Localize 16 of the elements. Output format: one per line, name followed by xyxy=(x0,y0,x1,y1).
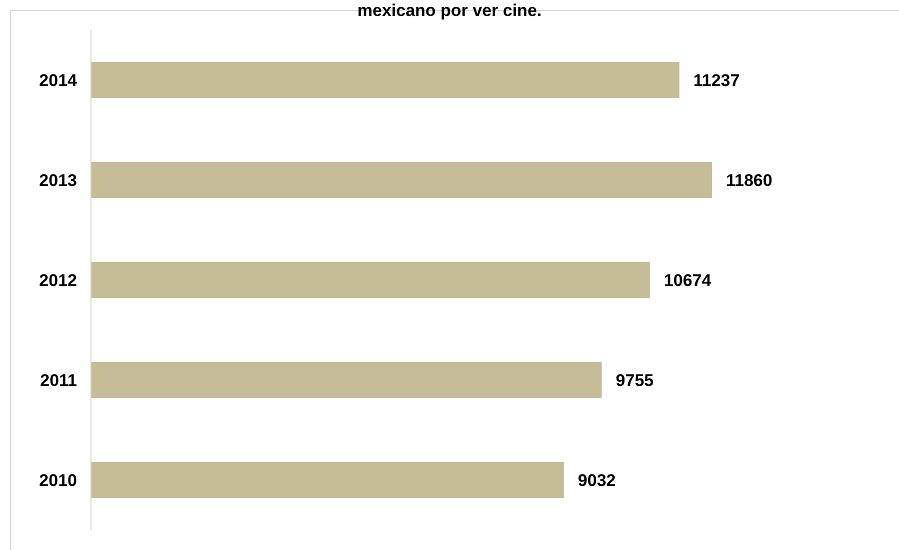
bar xyxy=(91,362,602,398)
y-tick-label: 2014 xyxy=(39,71,78,90)
data-label: 10674 xyxy=(664,271,712,290)
y-tick-label: 2011 xyxy=(40,371,77,390)
bar xyxy=(91,462,564,498)
data-label: 9032 xyxy=(578,471,616,490)
chart-title: mexicano por ver cine. xyxy=(356,1,543,21)
bar xyxy=(91,62,680,98)
data-label: 11860 xyxy=(726,171,772,190)
bar xyxy=(91,262,650,298)
y-tick-label: 2012 xyxy=(39,271,77,290)
y-tick-label: 2013 xyxy=(39,171,77,190)
bar xyxy=(91,162,712,198)
y-tick-label: 2010 xyxy=(39,471,77,490)
data-label: 9755 xyxy=(616,371,654,390)
data-label: 11237 xyxy=(693,71,740,90)
